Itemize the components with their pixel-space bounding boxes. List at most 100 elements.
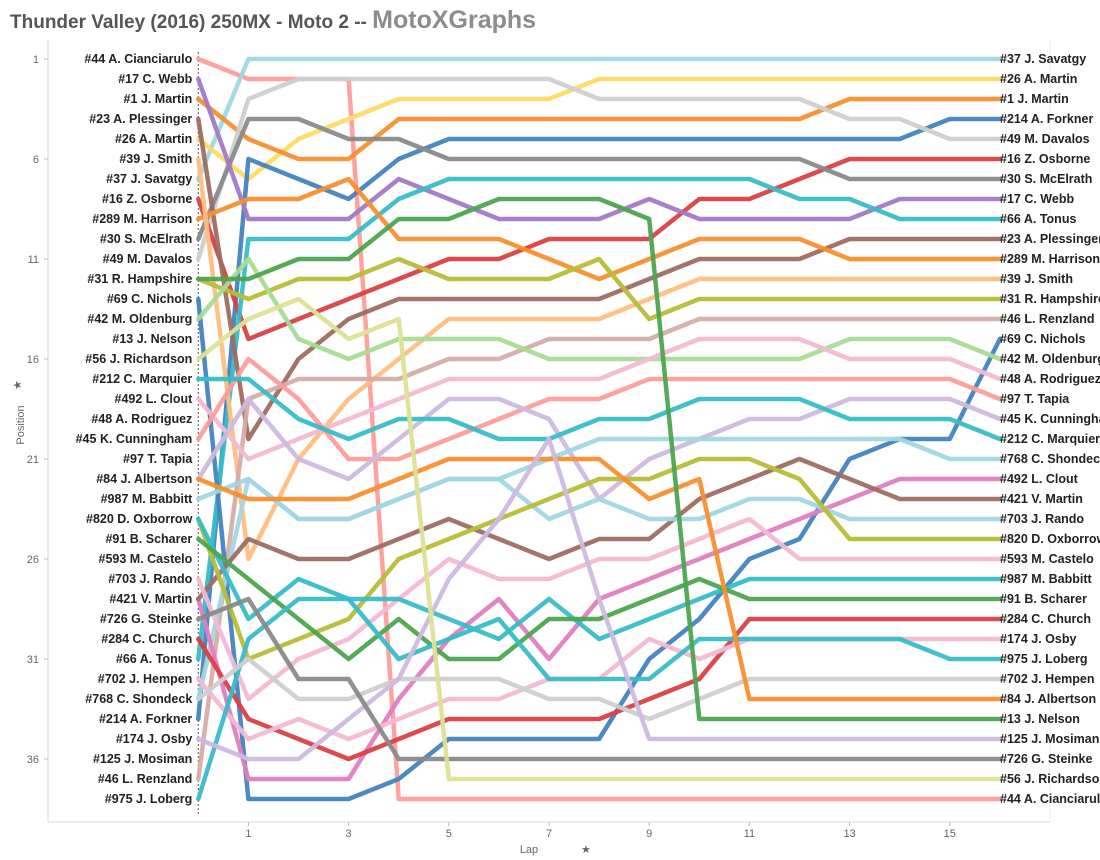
start-label: #26 A. Martin — [115, 132, 192, 146]
series-line-31 — [196, 596, 1003, 802]
finish-label: #421 V. Martin — [1000, 492, 1083, 506]
finish-label: #44 A. Cianciarulo — [1000, 792, 1100, 806]
series-line-23 — [196, 456, 1003, 602]
start-label: #1 J. Martin — [124, 92, 193, 106]
series-line-7 — [196, 116, 1003, 242]
finish-label: #492 L. Clout — [1000, 472, 1079, 486]
y-tick-label: 36 — [27, 754, 39, 766]
start-label: #44 A. Cianciarulo — [84, 52, 192, 66]
series-line-10 — [196, 116, 1003, 442]
start-labels: #44 A. Cianciarulo #17 C. Webb #1 J. Marti… — [76, 52, 194, 806]
start-label: #212 C. Marquier — [92, 372, 192, 386]
start-label: #214 A. Forkner — [99, 712, 192, 726]
finish-label: #97 T. Tapia — [1000, 392, 1070, 406]
start-label: #17 C. Webb — [118, 72, 192, 86]
x-tick-label: 5 — [446, 828, 452, 840]
y-tick-label: 1 — [33, 54, 39, 66]
series-line-18 — [196, 356, 1003, 462]
series-line-32 — [196, 656, 1003, 722]
finish-label: #975 J. Loberg — [1000, 652, 1088, 666]
finish-label: #69 C. Nichols — [1000, 332, 1085, 346]
start-label: #987 M. Babbitt — [101, 492, 194, 506]
finish-label: #987 M. Babbitt — [1000, 572, 1093, 586]
finish-label: #84 J. Albertson — [1000, 692, 1096, 706]
series-line-4 — [196, 116, 1003, 722]
finish-label: #48 A. Rodriguez — [1000, 372, 1100, 386]
series-line-20 — [196, 376, 1003, 442]
series-line-33 — [196, 456, 1003, 702]
series-line-12 — [196, 156, 1003, 562]
x-tick-label: 1 — [245, 828, 251, 840]
finish-label: #284 C. Church — [1000, 612, 1091, 626]
series-line-14 — [196, 316, 1003, 782]
start-label: #31 R. Hampshire — [87, 272, 192, 286]
finish-label: #703 J. Rando — [1000, 512, 1084, 526]
finish-label: #39 J. Smith — [1000, 272, 1073, 286]
series-line-2 — [196, 76, 1003, 182]
finish-label: #66 A. Tonus — [1000, 212, 1076, 226]
finish-label: #37 J. Savatgy — [1000, 52, 1086, 66]
start-label: #975 J. Loberg — [105, 792, 193, 806]
series-line-34 — [196, 196, 1003, 722]
finish-label: #56 J. Richardson — [1000, 772, 1100, 786]
start-label: #16 Z. Osborne — [102, 192, 192, 206]
series-line-9 — [196, 176, 1003, 662]
finish-label: #768 C. Shondeck — [1000, 452, 1100, 466]
series-line-27 — [196, 516, 1003, 642]
finish-label: #820 D. Oxborrow — [1000, 532, 1100, 546]
chart-title: Thunder Valley (2016) 250MX - Moto 2 -- … — [10, 6, 536, 35]
series-line-6 — [196, 156, 1003, 342]
finish-label: #174 J. Osby — [1000, 632, 1076, 646]
brand-text: MotoXGraphs — [372, 6, 537, 34]
start-label: #593 M. Castelo — [99, 552, 193, 566]
start-label: #37 J. Savatgy — [106, 172, 192, 186]
finish-label: #702 J. Hempen — [1000, 672, 1095, 686]
y-axis-pin-icon: ★ — [12, 380, 24, 390]
series-line-25 — [196, 456, 1003, 662]
start-label: #23 A. Plessinger — [89, 112, 192, 126]
finish-label: #42 M. Oldenburg — [1000, 352, 1100, 366]
finish-label: #214 A. Forkner — [1000, 112, 1093, 126]
finish-label: #26 A. Martin — [1000, 72, 1077, 86]
start-label: #39 J. Smith — [119, 152, 192, 166]
finish-label: #1 J. Martin — [1000, 92, 1069, 106]
start-label: #289 M. Harrison — [92, 212, 192, 226]
finish-label: #49 M. Davalos — [1000, 132, 1090, 146]
start-label: #703 J. Rando — [108, 572, 192, 586]
series-line-3 — [196, 96, 1003, 162]
x-tick-label: 11 — [744, 828, 755, 840]
series-line-13 — [196, 256, 1003, 322]
finish-label: #30 S. McElrath — [1000, 172, 1092, 186]
series-line-11 — [196, 176, 1003, 282]
y-tick-label: 6 — [33, 154, 39, 166]
start-label: #30 S. McElrath — [100, 232, 192, 246]
series-line-17 — [196, 336, 1003, 462]
y-tick-label: 16 — [27, 354, 39, 366]
series-line-30 — [196, 636, 1003, 742]
y-axis-title: Position — [15, 405, 27, 444]
chart-frame — [47, 40, 1051, 823]
start-label: #13 J. Nelson — [112, 332, 192, 346]
start-label: #492 L. Clout — [115, 392, 194, 406]
start-label: #91 B. Scharer — [105, 532, 192, 546]
series-line-15 — [196, 296, 1003, 802]
start-label: #45 K. Cunningham — [76, 432, 193, 446]
finish-label: #91 B. Scharer — [1000, 592, 1087, 606]
series-line-26 — [196, 516, 1003, 702]
title-text: Thunder Valley (2016) 250MX - Moto 2 -- — [10, 12, 367, 33]
x-tick-label: 3 — [346, 828, 352, 840]
start-label: #48 A. Rodriguez — [91, 412, 192, 426]
series-line-28 — [196, 536, 1003, 662]
finish-label: #13 J. Nelson — [1000, 712, 1080, 726]
series-line-1 — [196, 56, 1003, 182]
x-tick-label: 15 — [944, 828, 956, 840]
start-label: #42 M. Oldenburg — [87, 312, 192, 326]
series-line-16 — [196, 256, 1003, 362]
finish-label: #16 Z. Osborne — [1000, 152, 1090, 166]
series-line-35 — [196, 436, 1003, 762]
series-line-29 — [196, 616, 1003, 762]
y-tick-label: 11 — [28, 254, 39, 266]
start-label: #69 C. Nichols — [107, 292, 192, 306]
